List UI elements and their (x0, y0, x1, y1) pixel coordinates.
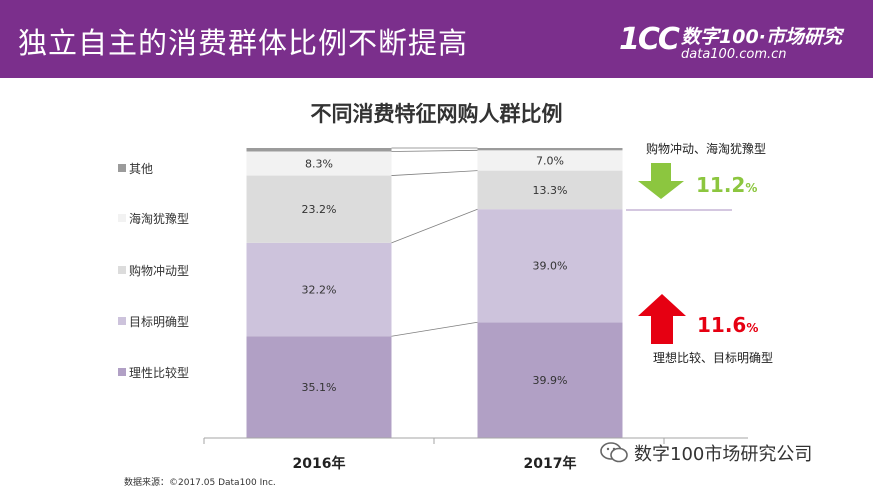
data-label-targeted-2017: 39.0% (533, 260, 568, 273)
up-arrow-icon (638, 294, 686, 344)
up-unit: % (746, 321, 759, 335)
x-tick-label-2016: 2016年 (293, 455, 346, 472)
legend-swatch-overseas-hesitant (118, 214, 126, 222)
bar-rational-2017 (477, 322, 623, 438)
connector-targeted (391, 208, 478, 244)
data-source-note: 数据来源：©2017.05 Data100 Inc. (124, 478, 276, 488)
legend-label-targeted: 目标明确型 (129, 315, 190, 329)
down-unit: % (745, 181, 758, 195)
header-banner: 独立自主的消费群体比例不断提高 1CC 数字100·市场研究 data100.c… (0, 0, 873, 78)
down-annotation-label: 购物冲动、海淘犹豫型 (646, 142, 767, 156)
wechat-watermark: 数字100市场研究公司 (600, 440, 812, 466)
legend-swatch-other (118, 164, 126, 172)
brand-url: data100.com.cn (681, 47, 787, 62)
x-tick-label-2017: 2017年 (524, 455, 577, 472)
legend-item-overseas-hesitant: 海淘犹豫型 (118, 210, 189, 228)
bar-targeted-2016 (246, 242, 392, 337)
connector-overseas-hesitant (391, 149, 478, 152)
data-label-overseas-hesitant-2016: 8.3% (305, 158, 333, 171)
data-label-overseas-hesitant-2017: 7.0% (536, 154, 564, 167)
bar-connector-lines (391, 147, 478, 337)
bar-impulse-2016 (246, 175, 392, 243)
bar-impulse-2017 (477, 170, 623, 210)
down-arrow-icon (638, 163, 684, 199)
down-value: 11.2 (696, 173, 746, 197)
data-label-targeted-2016: 32.2% (302, 284, 337, 297)
legend-swatch-impulse (118, 266, 126, 274)
legend-item-targeted: 目标明确型 (118, 313, 189, 331)
connector-impulse (391, 170, 478, 176)
connector-rational (391, 321, 478, 337)
bar-overseas-hesitant-2016 (246, 151, 392, 176)
brand-logo: 1CC 数字100·市场研究 data100.com.cn (619, 20, 859, 64)
chart-bars: 35.1% 32.2% 23.2% 8.3% 39.9% 39.0% 13.3% 7.0% (246, 148, 623, 438)
legend-label-rational: 理性比较型 (129, 366, 190, 380)
up-annotation-label: 理想比较、目标明确型 (653, 351, 774, 365)
legend-swatch-rational (118, 368, 126, 376)
up-value: 11.6 (697, 313, 747, 337)
bar-overseas-hesitant-2017 (477, 150, 623, 171)
brand-name: 数字100·市场研究 (681, 26, 842, 48)
legend-item-other: 其他 (118, 160, 153, 178)
data-label-rational-2016: 35.1% (302, 381, 337, 394)
bar-other-2017 (477, 148, 623, 151)
data-label-impulse-2017: 13.3% (533, 184, 568, 197)
legend-label-other: 其他 (129, 162, 154, 176)
page-title: 独立自主的消费群体比例不断提高 (18, 26, 469, 60)
down-annotation-value: 11.2% (696, 173, 757, 197)
up-annotation-value: 11.6% (697, 313, 758, 337)
data-label-rational-2017: 39.9% (533, 374, 568, 387)
bar-rational-2016 (246, 336, 392, 438)
wechat-account-name: 数字100市场研究公司 (634, 444, 813, 465)
legend-item-rational: 理性比较型 (118, 364, 189, 382)
legend-item-impulse: 购物冲动型 (118, 262, 189, 280)
legend-label-impulse: 购物冲动型 (129, 264, 190, 278)
wechat-icon (600, 442, 628, 463)
chart-title: 不同消费特征网购人群比例 (310, 102, 563, 126)
bar-targeted-2017 (477, 209, 623, 323)
bar-other-2016 (246, 148, 392, 152)
legend-swatch-targeted (118, 317, 126, 325)
data-label-impulse-2016: 23.2% (302, 203, 337, 216)
brand-mark: 1CC (619, 22, 680, 57)
legend-label-overseas-hesitant: 海淘犹豫型 (129, 212, 190, 226)
